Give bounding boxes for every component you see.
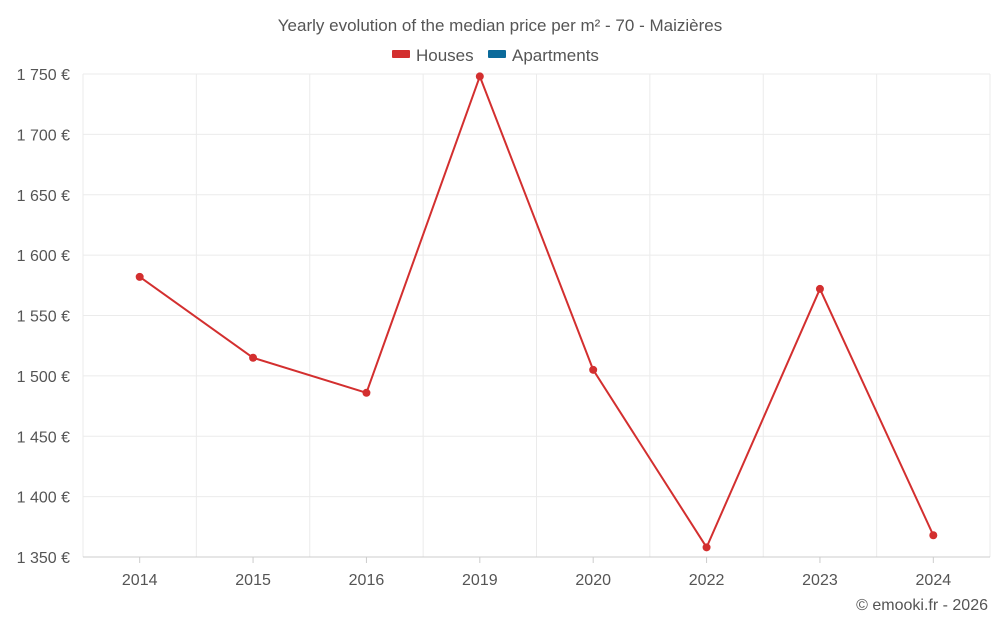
data-point-houses-2020[interactable] <box>589 365 598 374</box>
y-tick-label: 1 650 € <box>17 188 70 205</box>
y-tick-label: 1 350 € <box>17 550 70 567</box>
grid <box>82 73 991 558</box>
data-point-houses-2015[interactable] <box>249 353 258 362</box>
y-tick-label: 1 500 € <box>17 369 70 386</box>
chart-title: Yearly evolution of the median price per… <box>278 16 722 35</box>
legend: Houses Apartments <box>392 46 599 65</box>
legend-swatch-houses <box>392 50 410 58</box>
x-tick-label: 2020 <box>575 572 611 589</box>
x-tick-label: 2022 <box>689 572 725 589</box>
y-tick-label: 1 550 € <box>17 309 70 326</box>
data-point-houses-2024[interactable] <box>929 531 938 540</box>
y-tick-label: 1 750 € <box>17 67 70 84</box>
x-tick-label: 2015 <box>235 572 271 589</box>
x-axis: 2014 2015 2016 2019 2020 2022 2023 2024 <box>83 556 990 589</box>
x-tick-label: 2023 <box>802 572 838 589</box>
x-tick-label: 2014 <box>122 572 158 589</box>
legend-label-houses: Houses <box>416 46 474 65</box>
credit-text: © emooki.fr - 2026 <box>856 597 988 614</box>
series-houses <box>135 72 938 552</box>
legend-label-apartments: Apartments <box>512 46 599 65</box>
legend-item-apartments[interactable]: Apartments <box>488 46 599 65</box>
y-tick-label: 1 450 € <box>17 429 70 446</box>
x-tick-label: 2024 <box>916 572 952 589</box>
y-axis: 1 350 € 1 400 € 1 450 € 1 500 € 1 550 € 1 600… <box>17 67 70 567</box>
series-line-houses <box>139 75 935 549</box>
y-tick-label: 1 400 € <box>17 490 70 507</box>
data-point-houses-2016[interactable] <box>362 388 371 397</box>
x-tick-label: 2019 <box>462 572 498 589</box>
data-point-houses-2019[interactable] <box>475 72 484 81</box>
y-tick-label: 1 600 € <box>17 248 70 265</box>
data-point-houses-2014[interactable] <box>135 272 144 281</box>
data-point-houses-2022[interactable] <box>702 543 711 552</box>
y-tick-label: 1 700 € <box>17 127 70 144</box>
legend-item-houses[interactable]: Houses <box>392 46 474 65</box>
data-point-houses-2023[interactable] <box>815 284 824 293</box>
x-tick-label: 2016 <box>349 572 385 589</box>
legend-swatch-apartments <box>488 50 506 58</box>
